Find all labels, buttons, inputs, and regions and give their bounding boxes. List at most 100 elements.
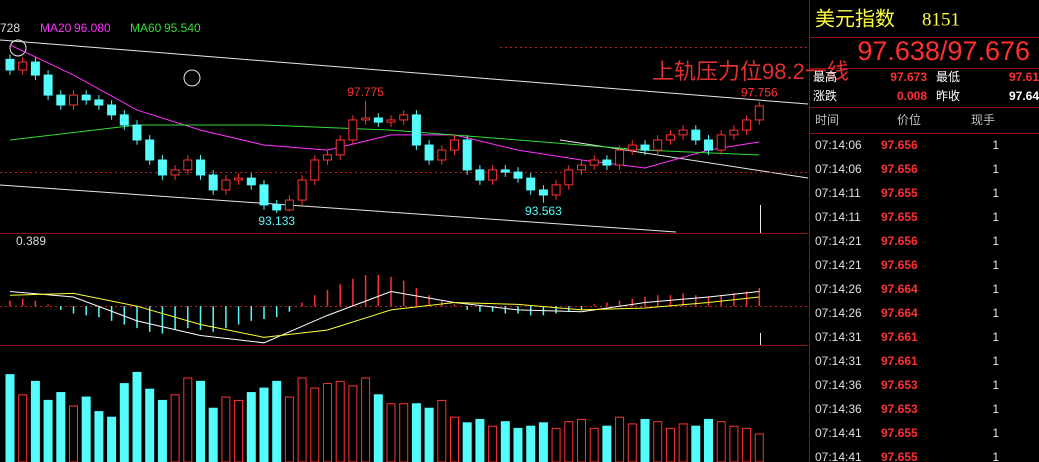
stat-value: 97.673 — [890, 70, 927, 84]
volume-bar — [157, 399, 167, 462]
volume-bar — [5, 374, 15, 462]
trade-price: 97.655 — [881, 450, 918, 462]
candle-body — [678, 129, 688, 136]
candle-body — [157, 159, 167, 176]
volume-bar — [323, 383, 332, 462]
trade-price: 97.661 — [881, 354, 918, 368]
trade-volume: 1 — [992, 234, 999, 248]
candle-body — [602, 159, 612, 166]
trade-volume: 1 — [992, 258, 999, 272]
macd-line — [9, 292, 760, 338]
candle-body — [589, 159, 599, 166]
trade-price: 97.656 — [881, 258, 918, 272]
candle-body — [640, 144, 650, 151]
volume-bar — [361, 377, 371, 462]
stat-value: 97.61 — [1009, 70, 1039, 84]
volume-bar — [729, 425, 739, 462]
trade-time: 07:14:31 — [815, 330, 862, 344]
volume-bar — [602, 425, 612, 462]
price-label: 97.775 — [347, 85, 384, 99]
volume-bar — [513, 427, 523, 462]
volume-bar — [69, 405, 78, 462]
candle-body — [754, 105, 764, 121]
stat-label: 昨收 — [936, 89, 960, 103]
candle-body — [30, 61, 40, 76]
candle-body — [475, 169, 485, 181]
candle-body — [132, 124, 142, 141]
trade-price: 97.655 — [881, 186, 918, 200]
volume-bar — [450, 416, 459, 462]
candle-body — [119, 114, 129, 126]
volume-bar — [577, 418, 586, 462]
upper-channel — [0, 39, 809, 105]
instrument-code: 8151 — [922, 9, 960, 30]
trade-volume: 1 — [992, 186, 999, 200]
candle-body — [538, 189, 548, 196]
candle-body — [259, 184, 269, 206]
volume-bar — [56, 392, 66, 462]
volume-bar — [94, 411, 104, 462]
marker-circle — [9, 39, 27, 57]
candle-body — [462, 139, 472, 171]
trade-volume: 1 — [992, 378, 999, 392]
trade-price: 97.655 — [881, 210, 918, 224]
candle-body — [145, 139, 155, 161]
trade-price: 97.655 — [881, 426, 918, 440]
trade-time: 07:14:31 — [815, 354, 862, 368]
trade-volume: 1 — [992, 330, 999, 344]
trade-volume: 1 — [992, 306, 999, 320]
volume-bar — [399, 403, 409, 462]
trade-time: 07:14:26 — [815, 282, 862, 296]
column-header: 时间 — [815, 113, 839, 127]
trade-time: 07:14:26 — [815, 306, 862, 320]
volume-bar — [81, 396, 91, 462]
trade-time: 07:14:11 — [815, 210, 861, 224]
volume-bar — [208, 407, 218, 462]
volume-bar — [640, 418, 650, 462]
volume-bar — [348, 385, 358, 462]
legend-value: 95.540 — [164, 21, 201, 35]
volume-bar — [488, 425, 498, 462]
column-header: 现手 — [971, 113, 995, 127]
volume-bar — [183, 377, 193, 462]
trade-price: 97.656 — [881, 138, 918, 152]
trade-volume: 1 — [992, 354, 999, 368]
macd-scale-label: 0.389 — [16, 234, 46, 248]
volume-bar — [526, 425, 536, 462]
candle-body — [81, 94, 91, 101]
volume-bar — [411, 403, 421, 462]
candle-body — [500, 169, 510, 173]
candle-body — [69, 94, 78, 106]
candle-body — [729, 129, 739, 136]
candle-body — [653, 139, 663, 151]
candle-body — [323, 154, 332, 161]
volume-bar — [107, 416, 117, 462]
trade-volume: 1 — [992, 138, 999, 152]
candle-body — [551, 184, 561, 196]
candle-body — [704, 139, 713, 151]
candle-body — [284, 199, 294, 211]
candle-body — [297, 179, 307, 201]
candle-body — [361, 117, 371, 121]
trade-volume: 1 — [992, 402, 999, 416]
volume-bar — [145, 388, 155, 462]
legend-name: MA20 — [40, 21, 72, 35]
volume-bar — [424, 407, 434, 462]
trade-time: 07:14:41 — [815, 426, 862, 440]
volume-bar — [196, 380, 205, 462]
candle-body — [564, 169, 574, 186]
stat-label: 涨跌 — [813, 88, 837, 103]
stat-label: 最低 — [936, 70, 960, 84]
candle-body — [424, 144, 434, 161]
volume-bar — [475, 418, 485, 462]
trade-volume: 1 — [992, 450, 999, 462]
trade-volume: 1 — [992, 426, 999, 440]
candle-body — [615, 149, 625, 166]
candle-body — [577, 164, 586, 171]
candle-body — [742, 119, 752, 131]
volume-bar — [272, 380, 282, 462]
candle-body — [208, 174, 218, 191]
price-label: 93.133 — [258, 214, 295, 228]
